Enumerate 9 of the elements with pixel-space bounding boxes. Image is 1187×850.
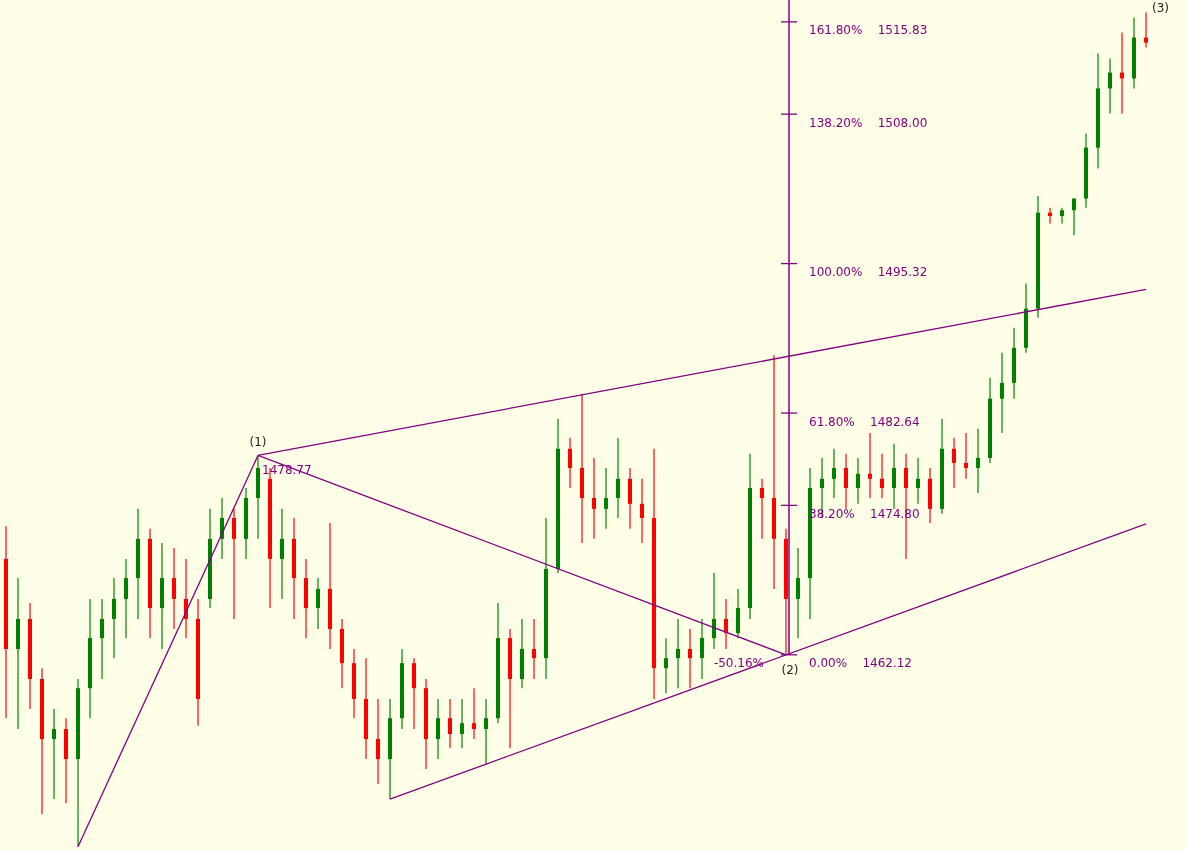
annotation: (3) (1152, 1, 1169, 16)
annotation: 100.00% 1495.32 (809, 265, 928, 280)
annotation: 138.20% 1508.00 (809, 115, 928, 130)
annotation: (1) (249, 434, 267, 449)
annotation: 0.00% 1462.12 (809, 656, 913, 671)
annotation: (2) (781, 663, 799, 678)
annotation: 61.80% 1482.64 (809, 414, 920, 429)
annotation: 161.80% 1515.83 (809, 23, 928, 38)
annotation: -50.16% (713, 656, 764, 671)
